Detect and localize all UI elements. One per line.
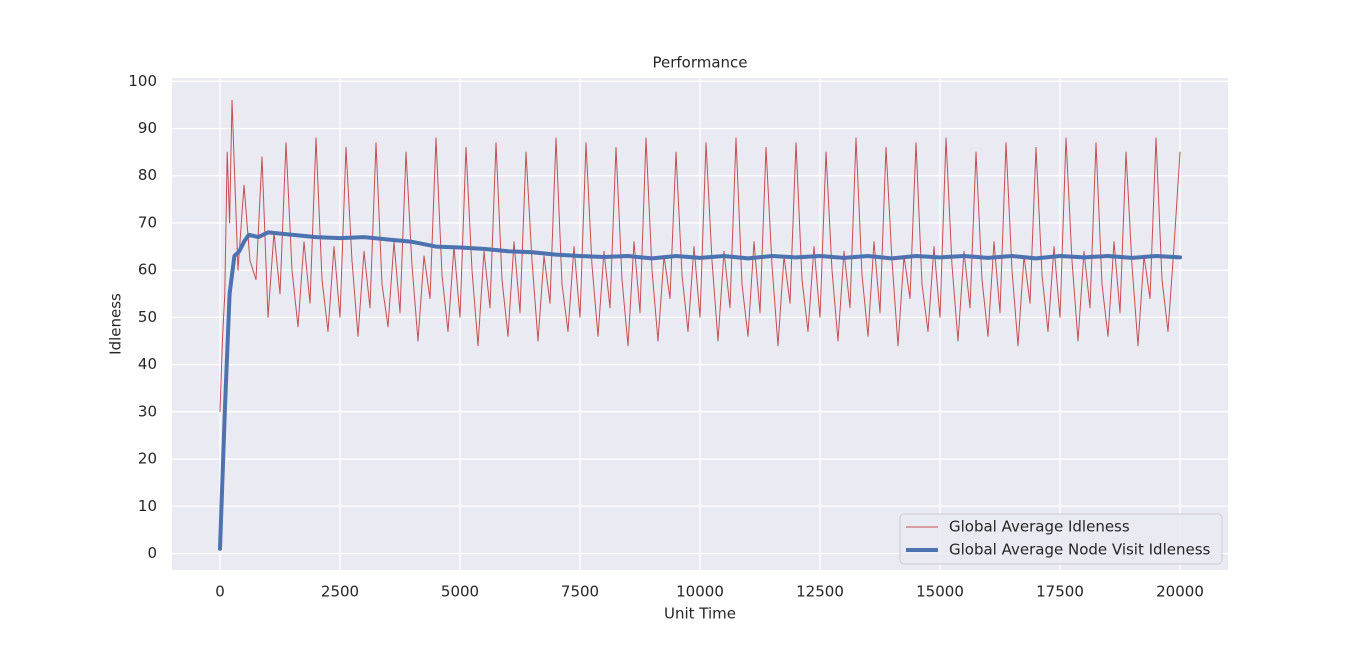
- y-axis-label: Idleness: [107, 293, 125, 355]
- y-tick-label: 60: [138, 261, 157, 279]
- y-tick-label: 100: [128, 72, 157, 90]
- x-tick-label: 10000: [676, 583, 724, 601]
- x-tick-label: 20000: [1156, 583, 1204, 601]
- chart-title: Performance: [652, 54, 747, 72]
- y-tick-label: 90: [138, 119, 157, 137]
- lines: [218, 99, 1182, 551]
- y-tick-label: 20: [138, 450, 157, 468]
- legend-box: [899, 513, 1223, 565]
- x-tick-label: 5000: [441, 583, 479, 601]
- y-tick-label: 70: [138, 213, 157, 231]
- x-axis-label: Unit Time: [664, 605, 736, 623]
- y-tick-label: 30: [138, 402, 157, 420]
- y-tick-label: 50: [138, 308, 157, 326]
- x-tick-label: 12500: [796, 583, 844, 601]
- legend-label: Global Average Idleness: [949, 518, 1130, 536]
- y-tick-label: 40: [138, 355, 157, 373]
- x-tick-label: 0: [215, 583, 225, 601]
- x-tick-label: 7500: [561, 583, 599, 601]
- y-tick-label: 10: [138, 497, 157, 515]
- y-tick-label: 80: [138, 166, 157, 184]
- x-tick-label: 2500: [321, 583, 359, 601]
- legend: Global Average Idleness Global Average No…: [899, 513, 1223, 565]
- x-tick-label: 15000: [916, 583, 964, 601]
- y-tick-label: 0: [147, 544, 157, 562]
- data-line: [219, 99, 1181, 413]
- data-line: [218, 230, 1182, 551]
- legend-label: Global Average Node Visit Idleness: [949, 541, 1211, 559]
- x-tick-label: 17500: [1036, 583, 1084, 601]
